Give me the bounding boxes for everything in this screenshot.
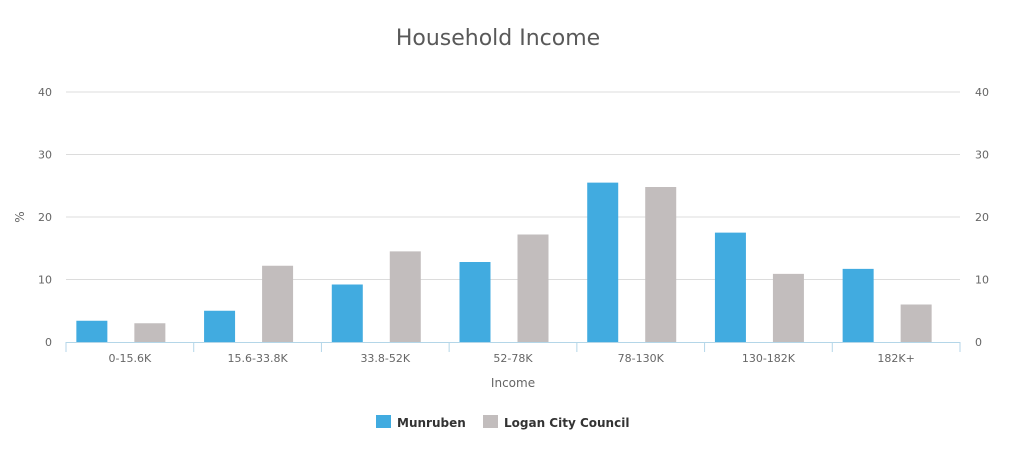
legend: Munruben Logan City Council	[376, 415, 629, 430]
x-tick-label: 52-78K	[493, 352, 533, 365]
y-tick-label-right: 10	[975, 274, 989, 287]
legend-swatch	[376, 415, 391, 428]
y-tick-label-left: 10	[38, 274, 52, 287]
x-tick-label: 182K+	[877, 352, 914, 365]
y-tick-label-right: 0	[975, 336, 982, 349]
x-tick-label: 130-182K	[742, 352, 796, 365]
bars	[76, 182, 932, 342]
bar	[459, 262, 491, 342]
y-axis-right: 0 10 20 30 40	[975, 86, 989, 349]
y-tick-label-right: 20	[975, 211, 989, 224]
x-axis-title: Income	[491, 376, 535, 390]
bar	[842, 268, 874, 342]
bar	[262, 265, 294, 342]
chart-title: Household Income	[396, 26, 600, 51]
bar	[331, 284, 363, 342]
legend-item: Munruben	[376, 415, 466, 430]
legend-label: Logan City Council	[504, 416, 629, 430]
x-tick-label: 0-15.6K	[109, 352, 152, 365]
y-tick-label-left: 20	[38, 211, 52, 224]
y-axis-left: 0 10 20 30 40	[38, 86, 52, 349]
bar	[645, 187, 677, 342]
y-tick-label-left: 40	[38, 86, 52, 99]
bar	[714, 232, 746, 342]
y-tick-label-right: 40	[975, 86, 989, 99]
bar	[900, 304, 932, 342]
x-tick-label: 33.8-52K	[360, 352, 410, 365]
y-axis-title: %	[13, 211, 27, 222]
y-tick-label-left: 30	[38, 149, 52, 162]
bar	[204, 310, 236, 342]
legend-swatch	[483, 415, 498, 428]
bar	[76, 320, 108, 342]
bar	[134, 323, 166, 342]
x-tick-label: 15.6-33.8K	[227, 352, 288, 365]
bar	[587, 182, 619, 342]
y-tick-label-right: 30	[975, 149, 989, 162]
bar	[772, 273, 804, 342]
y-tick-label-left: 0	[45, 336, 52, 349]
gridlines	[66, 91, 960, 280]
legend-label: Munruben	[397, 416, 466, 430]
legend-item: Logan City Council	[483, 415, 629, 430]
x-axis: 0-15.6K 15.6-33.8K 33.8-52K 52-78K 78-130K 13…	[65, 342, 961, 365]
bar	[389, 251, 421, 342]
bar	[517, 234, 549, 342]
x-tick-label: 78-130K	[618, 352, 665, 365]
